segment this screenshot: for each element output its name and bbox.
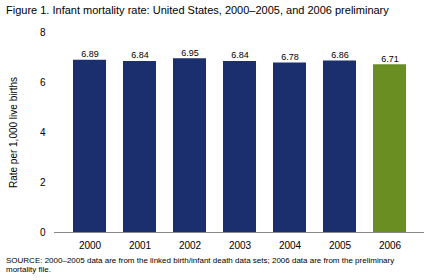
svg-text:2002: 2002: [179, 240, 202, 251]
svg-text:6.71: 6.71: [381, 54, 399, 64]
svg-text:6: 6: [40, 77, 46, 88]
svg-text:2005: 2005: [329, 240, 352, 251]
svg-text:6.95: 6.95: [181, 48, 199, 58]
svg-text:Rate per 1,000 live births: Rate per 1,000 live births: [8, 77, 19, 188]
svg-text:6.84: 6.84: [131, 50, 149, 60]
svg-text:6.78: 6.78: [281, 52, 299, 62]
svg-text:4: 4: [40, 127, 46, 138]
svg-text:2001: 2001: [129, 240, 152, 251]
svg-text:2004: 2004: [279, 240, 302, 251]
html-text:SOURCE: 2000–2005 data are fro: SOURCE: 2000–2005 data are from the link…: [6, 256, 395, 274]
svg-text:6.86: 6.86: [331, 50, 349, 60]
svg-text:8: 8: [40, 27, 46, 38]
html-text:Figure 1. Infant mortality rat: Figure 1. Infant mortality rate: United …: [6, 4, 389, 16]
svg-text:6.84: 6.84: [231, 50, 249, 60]
svg-text:2006: 2006: [379, 240, 402, 251]
svg-text:2000: 2000: [79, 240, 102, 251]
svg-text:0: 0: [40, 227, 46, 238]
svg-text:2: 2: [40, 177, 46, 188]
svg-text:6.89: 6.89: [81, 49, 99, 59]
svg-text:2003: 2003: [229, 240, 252, 251]
